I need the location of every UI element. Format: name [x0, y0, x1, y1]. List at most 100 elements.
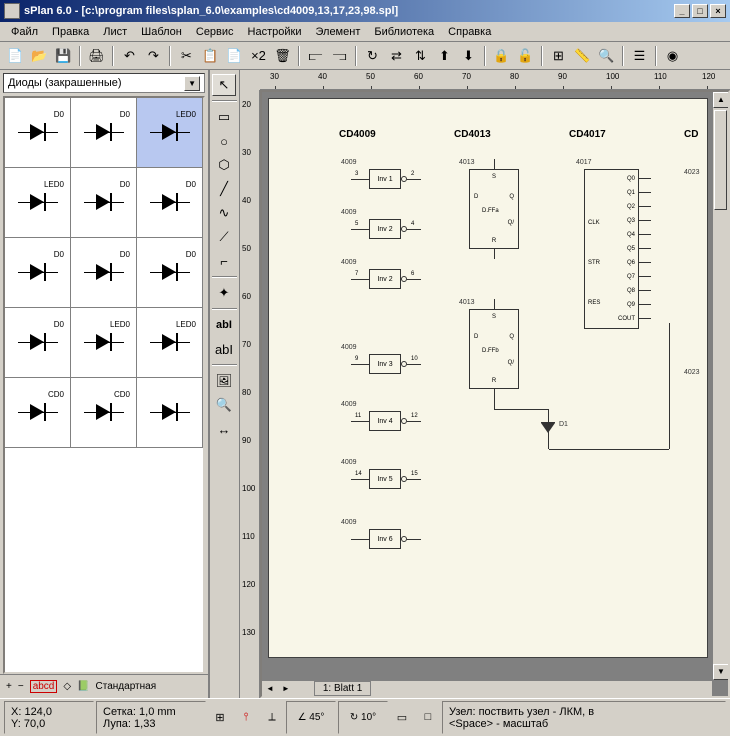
dff-box[interactable]: SDQQ/RD.FFb: [469, 309, 519, 389]
scroll-thumb-v[interactable]: [714, 110, 727, 210]
redo-button[interactable]: ↷: [142, 45, 165, 67]
cd4017-box[interactable]: Q0Q1Q2Q3Q4Q5Q6Q7Q8Q9COUTCLKSTRRES: [584, 169, 639, 329]
palette-cell[interactable]: D0: [137, 238, 203, 308]
dff-box[interactable]: SDQQ/RD.FFa: [469, 169, 519, 249]
inverter-box[interactable]: Inv 4: [369, 411, 401, 431]
del-icon[interactable]: −: [18, 681, 24, 692]
find-button[interactable]: 🔍: [595, 45, 618, 67]
inverter-box[interactable]: Inv 5: [369, 469, 401, 489]
delete-button[interactable]: 🗑: [271, 45, 294, 67]
spline-tool[interactable]: ∿: [212, 202, 236, 224]
measure-tool[interactable]: ↔: [212, 418, 236, 440]
text2-tool[interactable]: abI: [212, 338, 236, 360]
scrollbar-horizontal[interactable]: ◄ ► 1: Blatt 1: [262, 680, 712, 696]
poly-tool[interactable]: ⬡: [212, 154, 236, 176]
menu-item[interactable]: Лист: [96, 24, 134, 40]
rotate-button[interactable]: ↻: [361, 45, 384, 67]
palette-cell[interactable]: D0: [71, 168, 137, 238]
align-l-button[interactable]: ⫍: [304, 45, 327, 67]
tool-a-button[interactable]: ⊞: [547, 45, 570, 67]
palette-cell[interactable]: LED0: [137, 308, 203, 378]
schematic-canvas[interactable]: CD4009CD4013CD4017CD4009Inv 1324009Inv 2…: [268, 98, 708, 658]
inverter-box[interactable]: Inv 6: [369, 529, 401, 549]
canvas-wrap[interactable]: CD4009CD4013CD4017CD4009Inv 1324009Inv 2…: [260, 90, 730, 698]
palette-cell[interactable]: LED0: [71, 308, 137, 378]
grid-icon[interactable]: ⊞: [208, 705, 232, 729]
palette-cell[interactable]: D0: [137, 168, 203, 238]
palette-cell[interactable]: CD0: [71, 378, 137, 448]
snap-icon[interactable]: ⟂: [260, 705, 284, 729]
lock-button[interactable]: 🔒: [490, 45, 513, 67]
hint-pane: Узел: поствить узел - ЛКМ, в <Space> - м…: [442, 701, 726, 734]
maximize-button[interactable]: □: [692, 4, 708, 18]
rect-icon[interactable]: ▭: [390, 705, 414, 729]
scroll-down-arrow[interactable]: ▼: [713, 664, 729, 680]
line-tool[interactable]: ╱: [212, 178, 236, 200]
sheet-tab[interactable]: 1: Blatt 1: [314, 681, 371, 696]
inverter-box[interactable]: Inv 3: [369, 354, 401, 374]
unlock-button[interactable]: 🔓: [514, 45, 537, 67]
zoom-tool[interactable]: 🔍: [212, 394, 236, 416]
copy-button[interactable]: 📋: [199, 45, 222, 67]
minimize-button[interactable]: _: [674, 4, 690, 18]
palette-cell[interactable]: LED0: [137, 98, 203, 168]
inverter-box[interactable]: Inv 2: [369, 269, 401, 289]
palette-cell[interactable]: LED0: [5, 168, 71, 238]
menu-item[interactable]: Файл: [4, 24, 45, 40]
paste-button[interactable]: 📄: [223, 45, 246, 67]
palette-cell[interactable]: D0: [5, 98, 71, 168]
dup-button[interactable]: ×2: [247, 45, 270, 67]
scrollbar-vertical[interactable]: ▲ ▼: [712, 92, 728, 680]
align-r-button[interactable]: ⫎: [328, 45, 351, 67]
hint-text: Узел: поствить узел - ЛКМ, в: [449, 706, 719, 718]
menu-item[interactable]: Сервис: [189, 24, 241, 40]
front-button[interactable]: ⬆: [433, 45, 456, 67]
palette-cell[interactable]: D0: [5, 238, 71, 308]
window-title: sPlan 6.0 - [c:\program files\splan_6.0\…: [24, 5, 674, 17]
text-tool[interactable]: abI: [212, 314, 236, 336]
menu-item[interactable]: Элемент: [308, 24, 367, 40]
angle1-pane: ∠ 45°: [286, 701, 336, 734]
bezier-tool[interactable]: ⟋: [212, 226, 236, 248]
library-combo[interactable]: Диоды (закрашенные): [3, 73, 205, 93]
diamond-icon[interactable]: ◇: [63, 681, 71, 692]
node-tool[interactable]: ✦: [212, 282, 236, 304]
pointer-tool[interactable]: ↖: [212, 74, 236, 96]
wire-tool[interactable]: ⌐: [212, 250, 236, 272]
ruler-button[interactable]: 📏: [571, 45, 594, 67]
magnet-icon[interactable]: ⫯: [234, 705, 258, 729]
menu-item[interactable]: Настройки: [241, 24, 309, 40]
print-button[interactable]: 🖨: [85, 45, 108, 67]
image-tool[interactable]: 🖼: [212, 370, 236, 392]
menu-item[interactable]: Библиотека: [367, 24, 441, 40]
back-button[interactable]: ⬇: [457, 45, 480, 67]
view-button[interactable]: ◉: [661, 45, 684, 67]
rect2-icon[interactable]: □: [416, 705, 440, 729]
save-button[interactable]: 💾: [52, 45, 75, 67]
add-icon[interactable]: +: [6, 681, 12, 692]
open-button[interactable]: 📂: [28, 45, 51, 67]
abc-icon[interactable]: abcd: [30, 680, 58, 693]
rect-tool[interactable]: ▭: [212, 106, 236, 128]
inverter-box[interactable]: Inv 1: [369, 169, 401, 189]
list-button[interactable]: ☰: [628, 45, 651, 67]
palette-cell[interactable]: [137, 378, 203, 448]
palette-cell[interactable]: D0: [5, 308, 71, 378]
inverter-box[interactable]: Inv 2: [369, 219, 401, 239]
palette-cell[interactable]: CD0: [5, 378, 71, 448]
flip-v-button[interactable]: ⇅: [409, 45, 432, 67]
canvas-area: ↖ ▭ ○ ⬡ ╱ ∿ ⟋ ⌐ ✦ abI abI 🖼 🔍 ↔ 30405060…: [210, 70, 730, 698]
new-button[interactable]: 📄: [4, 45, 27, 67]
palette-cell[interactable]: D0: [71, 98, 137, 168]
scroll-up-arrow[interactable]: ▲: [713, 92, 729, 108]
close-button[interactable]: ×: [710, 4, 726, 18]
flip-h-button[interactable]: ⇄: [385, 45, 408, 67]
circle-tool[interactable]: ○: [212, 130, 236, 152]
menu-item[interactable]: Правка: [45, 24, 96, 40]
undo-button[interactable]: ↶: [118, 45, 141, 67]
menu-item[interactable]: Справка: [441, 24, 498, 40]
palette-cell[interactable]: D0: [71, 238, 137, 308]
cut-button[interactable]: ✂: [175, 45, 198, 67]
menu-item[interactable]: Шаблон: [134, 24, 189, 40]
book-icon[interactable]: 📗: [77, 681, 89, 692]
